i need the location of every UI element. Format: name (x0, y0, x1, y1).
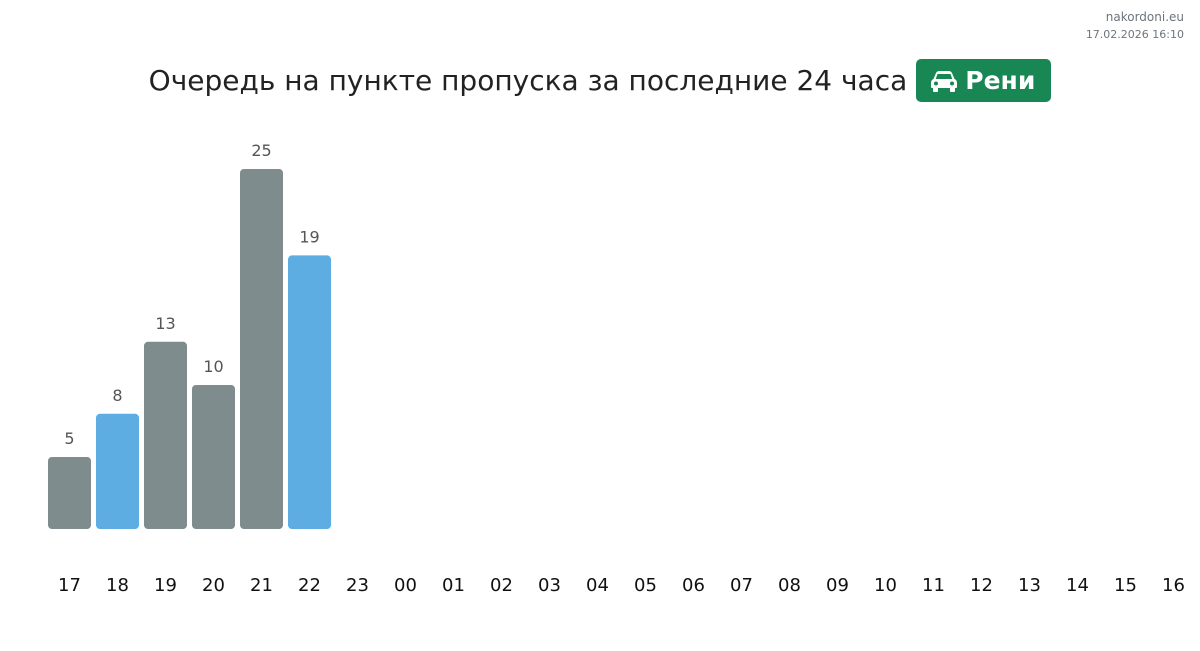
bar-value-label: 5 (64, 429, 74, 448)
x-tick-label: 02 (490, 575, 513, 596)
x-tick-label: 05 (634, 575, 657, 596)
x-tick-label: 22 (298, 575, 321, 596)
x-tick-label: 13 (1018, 575, 1041, 596)
x-tick-label: 03 (538, 575, 561, 596)
x-tick-label: 21 (250, 575, 273, 596)
x-tick-label: 06 (682, 575, 705, 596)
x-tick-label: 07 (730, 575, 753, 596)
bar-21 (240, 169, 283, 529)
x-tick-label: 19 (154, 575, 177, 596)
timestamp: 17.02.2026 16:10 (1085, 28, 1184, 41)
x-tick-label: 23 (346, 575, 369, 596)
x-tick-label: 14 (1066, 575, 1089, 596)
chart-header: Очередь на пункте пропуска за последние … (0, 59, 1200, 102)
bar-20 (192, 385, 235, 529)
checkpoint-badge: Рени (916, 59, 1052, 102)
x-tick-label: 01 (442, 575, 465, 596)
x-tick-label: 11 (922, 575, 945, 596)
site-name: nakordoni.eu (1105, 10, 1184, 24)
x-tick-label: 00 (394, 575, 417, 596)
x-tick-label: 20 (202, 575, 225, 596)
bar-18 (96, 413, 139, 529)
car-icon (930, 69, 958, 93)
x-tick-label: 16 (1162, 575, 1185, 596)
x-tick-label: 04 (586, 575, 609, 596)
bar-22 (288, 255, 331, 529)
chart-title: Очередь на пункте пропуска за последние … (148, 64, 908, 97)
x-tick-label: 08 (778, 575, 801, 596)
watermark: nakordoni.eu 17.02.2026 16:10 (1086, 9, 1184, 43)
x-tick-label: 15 (1114, 575, 1137, 596)
bar-19 (144, 341, 187, 529)
x-tick-label: 17 (58, 575, 81, 596)
x-tick-label: 18 (106, 575, 129, 596)
bar-value-label: 19 (299, 227, 319, 246)
bar-value-label: 13 (155, 314, 175, 333)
bar-value-label: 10 (203, 357, 223, 376)
bar-value-label: 25 (251, 141, 271, 160)
bar-value-label: 8 (112, 386, 122, 405)
badge-label: Рени (965, 66, 1036, 95)
x-tick-label: 10 (874, 575, 897, 596)
x-tick-label: 12 (970, 575, 993, 596)
bar-17 (48, 457, 91, 529)
x-tick-label: 09 (826, 575, 849, 596)
